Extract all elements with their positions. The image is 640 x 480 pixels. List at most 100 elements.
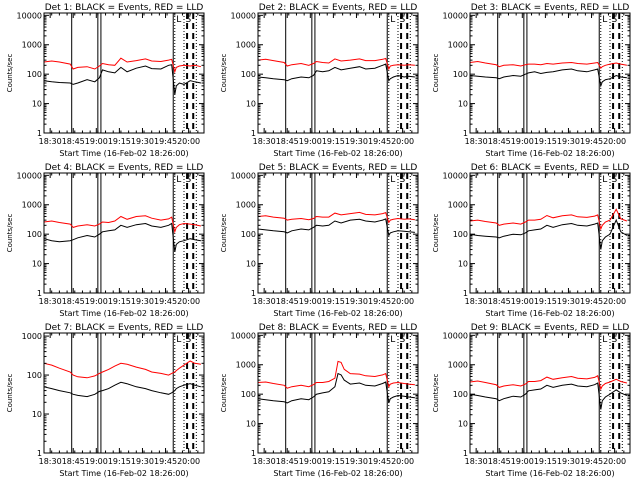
- x-tick-label: 19:30: [131, 457, 154, 466]
- x-tick-label: 18:45: [276, 137, 299, 146]
- y-tick-label: 100: [27, 70, 42, 79]
- x-tick-label: 19:30: [557, 457, 580, 466]
- y-tick-label: 10: [246, 100, 256, 109]
- x-tick-label: 19:00: [511, 137, 534, 146]
- x-tick-label: 18:30: [465, 297, 488, 306]
- x-tick-label: 19:00: [85, 137, 108, 146]
- panel-title: Det 7: BLACK = Events, RED = LLD: [45, 323, 204, 333]
- y-tick-label: 1000: [22, 41, 42, 50]
- plot-frame: [43, 12, 205, 134]
- series-line-lld: [469, 60, 627, 70]
- x-tick-label: 18:30: [253, 457, 276, 466]
- x-tick-label: 19:30: [345, 297, 368, 306]
- series-line-events: [257, 372, 415, 404]
- marker-label: L: [602, 15, 607, 25]
- y-tick-label: 1: [251, 289, 256, 298]
- x-tick-label: 18:45: [62, 457, 85, 466]
- x-tick-label: 18:30: [253, 297, 276, 306]
- x-axis-label: Start Time (16-Feb-02 18:26:00): [59, 149, 188, 158]
- marker-label: S: [612, 15, 618, 25]
- y-axis-label: Counts/sec: [432, 374, 440, 413]
- x-tick-label: 19:15: [322, 457, 345, 466]
- y-tick-label: 1000: [22, 201, 42, 210]
- panel-title: Det 6: BLACK = Events, RED = LLD: [471, 163, 630, 173]
- x-tick-label: 19:00: [299, 457, 322, 466]
- series-line-lld: [43, 57, 202, 74]
- x-tick-label: 18:45: [488, 137, 511, 146]
- x-tick-label: 19:45: [154, 297, 177, 306]
- y-axis-label: Counts/sec: [6, 374, 14, 413]
- y-tick-label: 10000: [443, 171, 468, 180]
- plot-frame: [469, 172, 631, 294]
- plot-frame: [43, 332, 205, 454]
- y-axis-label: Counts/sec: [6, 54, 14, 93]
- y-tick-label: 1000: [448, 201, 468, 210]
- x-axis-label: Start Time (16-Feb-02 18:26:00): [273, 309, 402, 318]
- y-tick-label: 10000: [231, 171, 256, 180]
- x-tick-label: 20:00: [603, 297, 626, 306]
- series-line-events: [469, 382, 628, 410]
- y-tick-label: 1: [37, 289, 42, 298]
- y-tick-label: 1000: [236, 201, 256, 210]
- y-tick-label: 10: [246, 420, 256, 429]
- y-axis-label: Counts/sec: [432, 54, 440, 93]
- y-axis-label: Counts/sec: [220, 54, 228, 93]
- marker-label: L: [176, 335, 181, 345]
- marker-label: L: [176, 175, 181, 185]
- y-tick-label: 10000: [443, 11, 468, 20]
- marker-label: L: [176, 15, 181, 25]
- y-tick-label: 10: [458, 260, 468, 269]
- y-tick-label: 100: [453, 230, 468, 239]
- x-tick-label: 18:30: [39, 297, 62, 306]
- x-tick-label: 19:45: [368, 137, 391, 146]
- x-tick-label: 18:30: [39, 457, 62, 466]
- x-tick-label: 19:15: [534, 297, 557, 306]
- series-line-events: [257, 218, 415, 237]
- x-axis-label: Start Time (16-Feb-02 18:26:00): [59, 469, 188, 478]
- series-line-events: [257, 63, 415, 82]
- x-tick-label: 20:00: [391, 137, 414, 146]
- panel-det-5: Det 5: BLACK = Events, RED = LLD Counts/s…: [220, 163, 419, 318]
- y-tick-label: 10: [32, 410, 42, 419]
- y-tick-label: 1: [37, 129, 42, 138]
- x-tick-label: 20:00: [177, 297, 200, 306]
- panel-det-3: Det 3: BLACK = Events, RED = LLD Counts/s…: [432, 3, 631, 158]
- x-tick-label: 18:30: [253, 137, 276, 146]
- plot-frame: [257, 12, 419, 134]
- y-axis-label: Counts/sec: [6, 214, 14, 253]
- series-line-lld: [43, 360, 201, 379]
- y-tick-label: 100: [241, 230, 256, 239]
- x-tick-label: 19:00: [299, 297, 322, 306]
- x-tick-label: 19:15: [322, 137, 345, 146]
- marker-label: S: [400, 15, 406, 25]
- y-tick-label: 100: [241, 390, 256, 399]
- x-tick-label: 19:00: [85, 457, 108, 466]
- x-tick-label: 18:45: [62, 297, 85, 306]
- y-tick-label: 10000: [17, 171, 42, 180]
- y-tick-label: 100: [453, 70, 468, 79]
- x-tick-label: 19:45: [580, 457, 603, 466]
- x-tick-label: 19:00: [299, 137, 322, 146]
- y-tick-label: 1000: [448, 41, 468, 50]
- y-tick-label: 10000: [231, 11, 256, 20]
- y-tick-label: 10: [32, 100, 42, 109]
- panel-title: Det 2: BLACK = Events, RED = LLD: [259, 3, 418, 13]
- plot-frame: [43, 172, 205, 294]
- x-tick-label: 18:45: [62, 137, 85, 146]
- y-tick-label: 100: [453, 390, 468, 399]
- panel-title: Det 9: BLACK = Events, RED = LLD: [471, 323, 630, 333]
- panel-det-9: Det 9: BLACK = Events, RED = LLD Counts/s…: [432, 323, 631, 478]
- y-tick-label: 100: [241, 70, 256, 79]
- x-axis-label: Start Time (16-Feb-02 18:26:00): [273, 149, 402, 158]
- y-axis-label: Counts/sec: [432, 214, 440, 253]
- x-tick-label: 20:00: [391, 457, 414, 466]
- series-line-events: [469, 218, 628, 250]
- x-tick-label: 20:00: [391, 297, 414, 306]
- series-line-lld: [43, 215, 202, 234]
- y-axis-label: Counts/sec: [220, 214, 228, 253]
- series-line-events: [43, 381, 202, 398]
- x-tick-label: 19:30: [557, 137, 580, 146]
- marker-label: L: [602, 335, 607, 345]
- marker-label: S: [400, 175, 406, 185]
